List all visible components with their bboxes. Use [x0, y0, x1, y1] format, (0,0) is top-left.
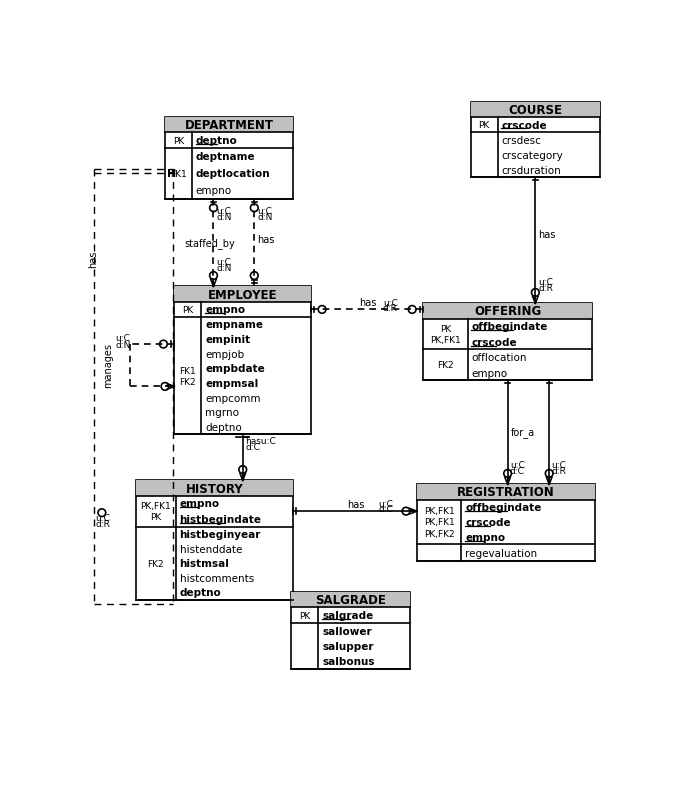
Text: d:C: d:C	[245, 443, 260, 452]
Text: crscode: crscode	[471, 338, 517, 347]
Text: histcomments: histcomments	[179, 573, 254, 583]
Text: crscode: crscode	[465, 517, 511, 527]
Text: has: has	[538, 229, 556, 240]
Text: PK,FK1
PK,FK1
PK,FK2: PK,FK1 PK,FK1 PK,FK2	[424, 507, 455, 538]
Text: H: H	[167, 169, 177, 179]
Text: FK1
FK2: FK1 FK2	[179, 367, 196, 387]
Text: PK: PK	[299, 611, 310, 620]
Text: d:N: d:N	[217, 213, 232, 221]
Text: PK: PK	[479, 121, 490, 130]
Bar	[136, 480, 293, 496]
Text: d:N: d:N	[257, 213, 273, 221]
Text: salbonus: salbonus	[322, 657, 375, 666]
Text: OFFERING: OFFERING	[474, 305, 541, 318]
Text: d:R: d:R	[551, 466, 566, 476]
Text: DEPARTMENT: DEPARTMENT	[184, 119, 273, 132]
Text: u:C: u:C	[538, 277, 553, 287]
Text: u:C: u:C	[217, 207, 231, 216]
Text: REGISTRATION: REGISTRATION	[457, 486, 555, 499]
Bar	[423, 304, 592, 319]
Text: d:C: d:C	[510, 466, 525, 476]
Bar	[471, 103, 600, 118]
Text: HISTORY: HISTORY	[186, 482, 243, 495]
Text: SALGRADE: SALGRADE	[315, 593, 386, 606]
Text: u:C: u:C	[257, 207, 273, 216]
Text: d:R: d:R	[96, 520, 110, 529]
Text: empno: empno	[471, 368, 508, 378]
Text: FK1: FK1	[170, 169, 187, 178]
Text: histbeginyear: histbeginyear	[179, 529, 261, 539]
Text: deptname: deptname	[196, 152, 255, 162]
Text: has: has	[359, 298, 376, 308]
Text: u:C: u:C	[551, 461, 566, 470]
Bar	[136, 480, 293, 600]
Text: histbegindate: histbegindate	[179, 514, 262, 525]
Bar	[417, 484, 595, 500]
Text: empno: empno	[465, 533, 505, 542]
Text: crscode: crscode	[502, 120, 547, 131]
Bar	[174, 287, 311, 435]
Text: u:C: u:C	[217, 258, 231, 267]
Bar	[423, 304, 592, 381]
Text: empinit: empinit	[205, 334, 250, 345]
Text: for_a: for_a	[511, 427, 535, 438]
Text: d:C: d:C	[378, 504, 393, 514]
Text: d:R: d:R	[538, 283, 553, 292]
Text: sallower: sallower	[322, 626, 372, 636]
Text: u:C: u:C	[96, 513, 110, 522]
Text: empno: empno	[205, 305, 245, 315]
Text: manages: manages	[103, 343, 113, 388]
Text: EMPLOYEE: EMPLOYEE	[208, 288, 277, 301]
Text: d:N: d:N	[116, 340, 131, 349]
Text: empcomm: empcomm	[205, 393, 261, 403]
Text: staffed_by: staffed_by	[184, 237, 235, 249]
Text: FK2: FK2	[437, 361, 453, 370]
Text: has: has	[346, 500, 364, 509]
Text: d:N: d:N	[217, 263, 232, 272]
Bar	[174, 287, 311, 302]
Text: regevaluation: regevaluation	[465, 548, 538, 558]
Text: deptno: deptno	[196, 136, 237, 146]
Text: PK: PK	[172, 136, 184, 145]
Text: deptlocation: deptlocation	[196, 169, 270, 179]
Text: empmsal: empmsal	[205, 379, 258, 388]
Text: offbegindate: offbegindate	[465, 502, 542, 512]
Bar	[471, 103, 600, 178]
Text: u:C: u:C	[383, 298, 397, 308]
Text: has: has	[88, 250, 99, 268]
Bar	[165, 118, 293, 133]
Text: COURSE: COURSE	[509, 103, 562, 116]
Bar	[417, 484, 595, 561]
Bar	[165, 118, 293, 199]
Text: d:R: d:R	[383, 304, 397, 313]
Text: empname: empname	[205, 320, 263, 330]
Text: PK,FK1
PK: PK,FK1 PK	[140, 501, 171, 521]
Text: offbegindate: offbegindate	[471, 322, 548, 332]
Text: empbdate: empbdate	[205, 364, 265, 374]
Text: crsduration: crsduration	[502, 165, 561, 176]
Text: FK2: FK2	[148, 559, 164, 568]
Text: offlocation: offlocation	[471, 353, 527, 363]
Text: salgrade: salgrade	[322, 610, 373, 620]
Text: deptno: deptno	[205, 423, 241, 432]
Text: crsdesc: crsdesc	[502, 136, 542, 146]
Text: histmsal: histmsal	[179, 558, 230, 569]
Text: PK
PK,FK1: PK PK,FK1	[430, 325, 461, 345]
Text: empno: empno	[179, 499, 219, 508]
Text: u:C: u:C	[116, 334, 130, 343]
Bar	[291, 592, 410, 608]
Text: PK: PK	[182, 306, 193, 314]
Text: u:C: u:C	[510, 461, 525, 470]
Text: hasu:C: hasu:C	[245, 436, 276, 445]
Text: salupper: salupper	[322, 641, 373, 651]
Text: histenddate: histenddate	[179, 544, 242, 554]
Text: empjob: empjob	[205, 349, 244, 359]
Text: crscategory: crscategory	[502, 151, 563, 160]
Text: deptno: deptno	[179, 588, 221, 597]
Bar	[291, 592, 410, 669]
Text: u:C: u:C	[378, 500, 393, 508]
Text: empno: empno	[196, 186, 232, 196]
Text: mgrno: mgrno	[205, 407, 239, 418]
Text: has: has	[257, 235, 275, 245]
